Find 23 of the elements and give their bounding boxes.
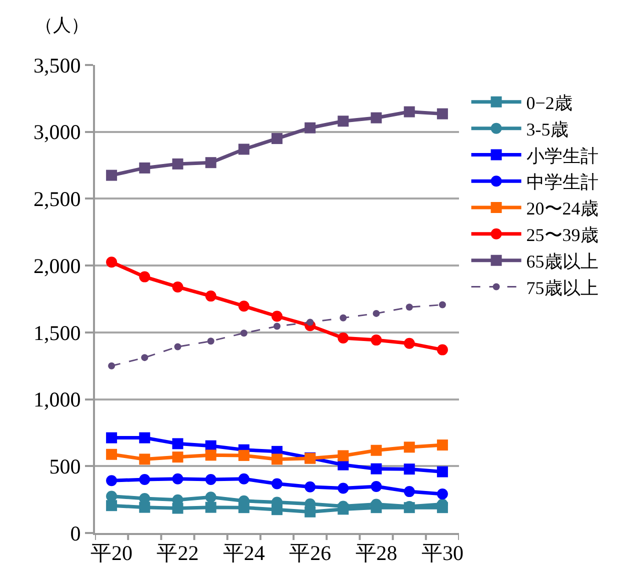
legend-label: 中学生計: [526, 172, 598, 192]
y-tick-label: 1,500: [34, 320, 81, 345]
y-tick-label: 3,000: [34, 120, 81, 144]
legend-label: 75歳以上: [526, 278, 598, 298]
x-tick-label: 平20: [90, 541, 133, 566]
legend-label: 20〜24歳: [526, 198, 598, 219]
y-tick-label: 3,500: [34, 53, 81, 78]
x-tick-label: 平28: [355, 541, 398, 566]
y-axis-title: （人）: [35, 15, 89, 35]
y-tick-label: 2,500: [34, 187, 81, 212]
y-tick-label: 1,000: [34, 388, 81, 412]
y-tick-label: 500: [49, 454, 81, 478]
x-tick-label: 平30: [421, 541, 464, 566]
legend-label: 0−2歳: [526, 92, 572, 113]
legend-label: 小学生計: [526, 146, 598, 166]
legend-label: 65歳以上: [526, 251, 598, 272]
x-tick-label: 平26: [289, 541, 332, 566]
legend-label: 25〜39歳: [526, 224, 598, 245]
x-tick-label: 平22: [156, 541, 199, 566]
y-tick-label: 2,000: [34, 254, 81, 278]
x-tick-label: 平24: [222, 541, 266, 566]
legend-label: 3-5歳: [526, 119, 568, 140]
y-tick-label: 0: [70, 521, 81, 546]
